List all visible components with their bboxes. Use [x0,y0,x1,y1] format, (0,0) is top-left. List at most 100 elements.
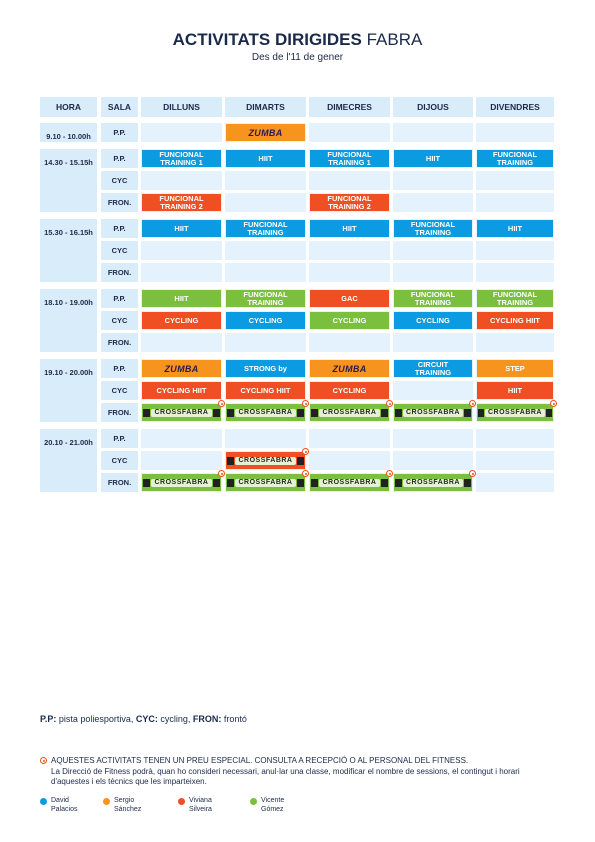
instructor-first: Vicente [261,797,285,804]
zumba-logo: ZUMBA [164,363,199,374]
header-day-dijous: DIJOUS [393,97,473,117]
schedule-cell: FUNCIONAL TRAINING [225,219,306,238]
schedule-cell [476,123,554,142]
sala-cell: FRON. [101,333,138,352]
crossfabra-logo: CROSSFABRA [235,456,296,465]
sala-cell: CYC [101,171,138,190]
schedule-cell: FUNCIONAL TRAINING [225,289,306,308]
class-block[interactable]: FUNCIONAL TRAINING [394,290,472,307]
class-label: CYCLING HIIT [156,385,207,395]
class-block[interactable]: STRONG by [226,360,305,377]
class-block[interactable]: STEP [477,360,553,377]
instructor-name: Vicente Gómez [261,797,284,814]
barbell-icon [227,456,235,465]
class-block[interactable]: FUNCIONAL TRAINING 2 [142,194,221,211]
class-label: HIIT [174,293,189,303]
schedule-cell: CROSSFABRA [476,400,557,422]
class-block[interactable]: HIIT [310,220,389,237]
class-label: CYCLING [332,385,367,395]
class-block[interactable]: FUNCIONAL TRAINING [477,290,553,307]
crossfabra-logo: CROSSFABRA [235,478,296,487]
class-block[interactable]: HIIT [226,150,305,167]
header-hora: HORA [40,97,97,117]
notes: AQUESTES ACTIVITATS TENEN UN PREU ESPECI… [40,756,560,788]
class-block[interactable]: GAC [310,290,389,307]
schedule-cell [393,263,473,282]
crossfabra-logo: CROSSFABRA [402,408,463,417]
instructor-color-dot [40,798,47,805]
schedule-cell: HIIT [141,219,222,238]
schedule-cell [309,123,390,142]
class-block[interactable]: FUNCIONAL TRAINING [394,220,472,237]
class-block[interactable]: CROSSFABRA [142,470,225,491]
class-block[interactable]: CYCLING HIIT [142,382,221,399]
class-block[interactable]: CROSSFABRA [226,448,309,469]
zumba-logo: ZUMBA [248,127,283,138]
header-sala: SALA [101,97,138,117]
class-block[interactable]: CROSSFABRA [142,400,225,421]
class-block[interactable]: FUNCIONAL TRAINING [226,220,305,237]
instructor-first: David [51,797,69,804]
instructor-name: Viviana Silveira [189,797,212,814]
class-block[interactable]: HIIT [477,382,553,399]
sala-cell: CYC [101,381,138,400]
class-label: FUNCIONAL TRAINING [410,289,456,307]
barbell-icon [380,408,388,417]
class-block[interactable]: FUNCIONAL TRAINING 1 [310,150,389,167]
schedule-cell [393,429,473,448]
class-block[interactable]: CROSSFABRA [477,400,557,421]
class-block[interactable]: HIIT [142,220,221,237]
schedule-cell [393,451,473,470]
class-block[interactable]: HIIT [477,220,553,237]
class-block[interactable]: FUNCIONAL TRAINING 1 [142,150,221,167]
class-block[interactable]: CROSSFABRA [394,470,476,491]
schedule-cell [141,333,222,352]
class-block[interactable]: FUNCIONAL TRAINING [477,150,553,167]
schedule-cell: FUNCIONAL TRAINING 2 [141,193,222,212]
class-block[interactable]: CYCLING [142,312,221,329]
class-block[interactable]: ZUMBA [310,360,389,377]
schedule-cell: HIIT [141,289,222,308]
class-block[interactable]: CYCLING [394,312,472,329]
class-block[interactable]: HIIT [394,150,472,167]
class-block[interactable]: CYCLING [226,312,305,329]
class-label: CYCLING HIIT [240,385,291,395]
schedule-cell: GAC [309,289,390,308]
instructor-last: Silveira [189,805,212,813]
class-block[interactable]: CYCLING [310,382,389,399]
sala-cell: CYC [101,311,138,330]
schedule-cell [141,429,222,448]
schedule-cell [309,171,390,190]
crossfabra-logo: CROSSFABRA [484,408,545,417]
zumba-logo: ZUMBA [332,363,367,374]
class-block[interactable]: FUNCIONAL TRAINING [226,290,305,307]
special-price-icon [218,470,225,477]
class-block[interactable]: CIRCUIT TRAINING [394,360,472,377]
class-block[interactable]: CYCLING HIIT [477,312,553,329]
schedule-cell: CYCLING HIIT [225,381,306,400]
class-block[interactable]: CROSSFABRA [310,400,393,421]
class-block[interactable]: CROSSFABRA [310,470,393,491]
class-block[interactable]: ZUMBA [142,360,221,377]
instructor-first: Viviana [189,797,212,804]
class-block[interactable]: CROSSFABRA [394,400,476,421]
schedule-cell: FUNCIONAL TRAINING 2 [309,193,390,212]
crossfabra-logo: CROSSFABRA [151,478,212,487]
class-block[interactable]: ZUMBA [226,124,305,141]
barbell-icon [296,478,304,487]
legend-cyc-abbr: CYC: [135,714,158,724]
page-title: ACTIVITATS DIRIGIDES FABRA [0,30,595,50]
barbell-icon [395,408,402,417]
class-block[interactable]: CYCLING HIIT [226,382,305,399]
class-block[interactable]: CROSSFABRA [226,400,309,421]
instructor-item: David Palacios [40,797,77,814]
class-label: FUNCIONAL TRAINING 1 [327,149,372,167]
class-label: CYCLING [164,315,199,325]
barbell-icon [296,408,304,417]
barbell-icon [143,408,151,417]
class-block[interactable]: HIIT [142,290,221,307]
schedule-cell [225,429,306,448]
class-block[interactable]: FUNCIONAL TRAINING 2 [310,194,389,211]
class-block[interactable]: CROSSFABRA [226,470,309,491]
class-block[interactable]: CYCLING [310,312,389,329]
